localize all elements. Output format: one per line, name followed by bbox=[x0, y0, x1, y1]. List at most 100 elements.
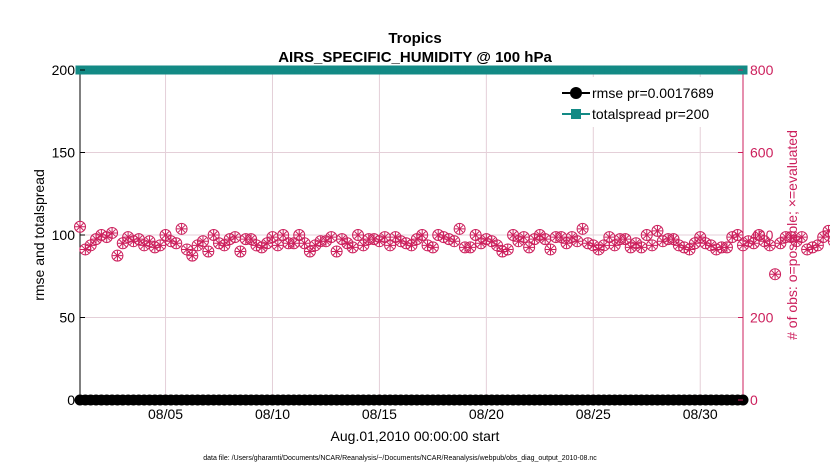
totalspread-point bbox=[369, 65, 379, 75]
x-tick-label: 08/20 bbox=[469, 406, 504, 422]
evaluated-obs-point bbox=[524, 242, 535, 253]
possible-obs-point bbox=[544, 243, 557, 256]
totalspread-point bbox=[278, 65, 288, 75]
totalspread-point bbox=[727, 65, 737, 75]
totalspread-point bbox=[401, 65, 411, 75]
evaluated-obs-point bbox=[395, 236, 406, 247]
totalspread-point bbox=[235, 65, 245, 75]
evaluated-obs-point bbox=[641, 230, 652, 240]
evaluated-obs-point bbox=[208, 230, 219, 240]
totalspread-point bbox=[193, 65, 203, 75]
totalspread-point bbox=[128, 65, 138, 75]
evaluated-obs-point bbox=[625, 242, 636, 253]
totalspread-point bbox=[241, 65, 251, 75]
evaluated-obs-point bbox=[721, 242, 732, 253]
tick-layer: 08/05 08/10 08/15 08/20 08/25 08/30 0 50 100 150 2… bbox=[52, 62, 774, 422]
evaluated-obs-point bbox=[406, 240, 417, 251]
chart-subtitle: AIRS_SPECIFIC_HUMIDITY @ 100 hPa bbox=[278, 49, 552, 66]
y-right-tick-label: 200 bbox=[750, 310, 774, 326]
possible-obs-point bbox=[822, 224, 830, 237]
totalspread-point bbox=[390, 65, 400, 75]
totalspread-point bbox=[348, 65, 358, 75]
totalspread-point bbox=[294, 65, 304, 75]
evaluated-obs-point bbox=[139, 240, 150, 251]
totalspread-point bbox=[679, 65, 689, 75]
totalspread-point bbox=[316, 65, 326, 75]
totalspread-point bbox=[567, 65, 577, 75]
evaluated-obs-point bbox=[160, 230, 171, 240]
totalspread-point bbox=[620, 65, 630, 75]
evaluated-obs-point bbox=[294, 230, 305, 240]
evaluated-obs-point bbox=[171, 238, 182, 249]
totalspread-point bbox=[433, 65, 443, 75]
totalspread-point bbox=[305, 65, 315, 75]
evaluated-obs-point bbox=[117, 238, 128, 249]
evaluated-obs-point bbox=[342, 238, 353, 249]
y-left-tick-label: 100 bbox=[52, 227, 76, 243]
totalspread-point bbox=[182, 65, 192, 75]
evaluated-obs-point bbox=[764, 240, 775, 251]
totalspread-point bbox=[636, 65, 646, 75]
evaluated-obs-point bbox=[112, 250, 123, 261]
totalspread-point bbox=[417, 65, 427, 75]
evaluated-obs-point bbox=[812, 240, 823, 251]
totalspread-point bbox=[508, 65, 518, 75]
evaluated-obs-point bbox=[165, 236, 176, 247]
evaluated-obs-point bbox=[534, 230, 545, 240]
evaluated-obs-point bbox=[636, 242, 647, 253]
evaluated-obs-point bbox=[304, 246, 315, 257]
totalspread-point bbox=[310, 65, 320, 75]
x-tick-label: 08/30 bbox=[683, 406, 718, 422]
possible-obs-point bbox=[453, 222, 466, 235]
evaluated-obs-point bbox=[326, 232, 337, 243]
totalspread-point bbox=[599, 65, 609, 75]
totalspread-point bbox=[487, 65, 497, 75]
totalspread-point bbox=[556, 65, 566, 75]
evaluated-obs-point bbox=[566, 232, 577, 243]
totalspread-point bbox=[428, 65, 438, 75]
evaluated-obs-point bbox=[807, 242, 818, 253]
evaluated-obs-point bbox=[476, 238, 487, 249]
evaluated-obs-point bbox=[459, 242, 470, 253]
evaluated-obs-point bbox=[550, 232, 561, 243]
totalspread-point bbox=[476, 65, 486, 75]
evaluated-obs-point bbox=[149, 242, 160, 253]
totalspread-point bbox=[342, 65, 352, 75]
evaluated-obs-point bbox=[267, 232, 278, 243]
totalspread-point bbox=[642, 65, 652, 75]
totalspread-point bbox=[546, 65, 556, 75]
totalspread-point bbox=[690, 65, 700, 75]
totalspread-point bbox=[465, 65, 475, 75]
totalspread-point bbox=[733, 65, 743, 75]
evaluated-obs-point bbox=[443, 234, 454, 245]
totalspread-point bbox=[449, 65, 459, 75]
evaluated-obs-point bbox=[716, 242, 727, 253]
evaluated-obs-point bbox=[802, 244, 813, 255]
evaluated-obs-point bbox=[427, 242, 438, 253]
possible-obs-point bbox=[186, 249, 199, 262]
totalspread-point bbox=[214, 65, 224, 75]
totalspread-point bbox=[412, 65, 422, 75]
totalspread-point bbox=[604, 65, 614, 75]
totalspread-point bbox=[615, 65, 625, 75]
totalspread-point bbox=[219, 65, 229, 75]
evaluated-obs-point bbox=[96, 230, 107, 240]
evaluated-obs-point bbox=[796, 232, 807, 243]
x-tick-label: 08/05 bbox=[148, 406, 183, 422]
totalspread-point bbox=[230, 65, 240, 75]
evaluated-obs-point bbox=[668, 234, 679, 245]
evaluated-obs-point bbox=[385, 240, 396, 251]
totalspread-point bbox=[123, 65, 133, 75]
evaluated-obs-point bbox=[449, 236, 460, 247]
totalspread-point bbox=[572, 65, 582, 75]
evaluated-obs-point bbox=[374, 236, 385, 247]
y-right-tick-label: 0 bbox=[750, 392, 758, 408]
totalspread-point bbox=[588, 65, 598, 75]
totalspread-point bbox=[583, 65, 593, 75]
evaluated-obs-point bbox=[679, 242, 690, 253]
totalspread-point bbox=[337, 65, 347, 75]
totalspread-point bbox=[358, 65, 368, 75]
evaluated-obs-point bbox=[438, 232, 449, 243]
evaluated-obs-point bbox=[144, 236, 155, 247]
evaluated-obs-point bbox=[272, 240, 283, 251]
